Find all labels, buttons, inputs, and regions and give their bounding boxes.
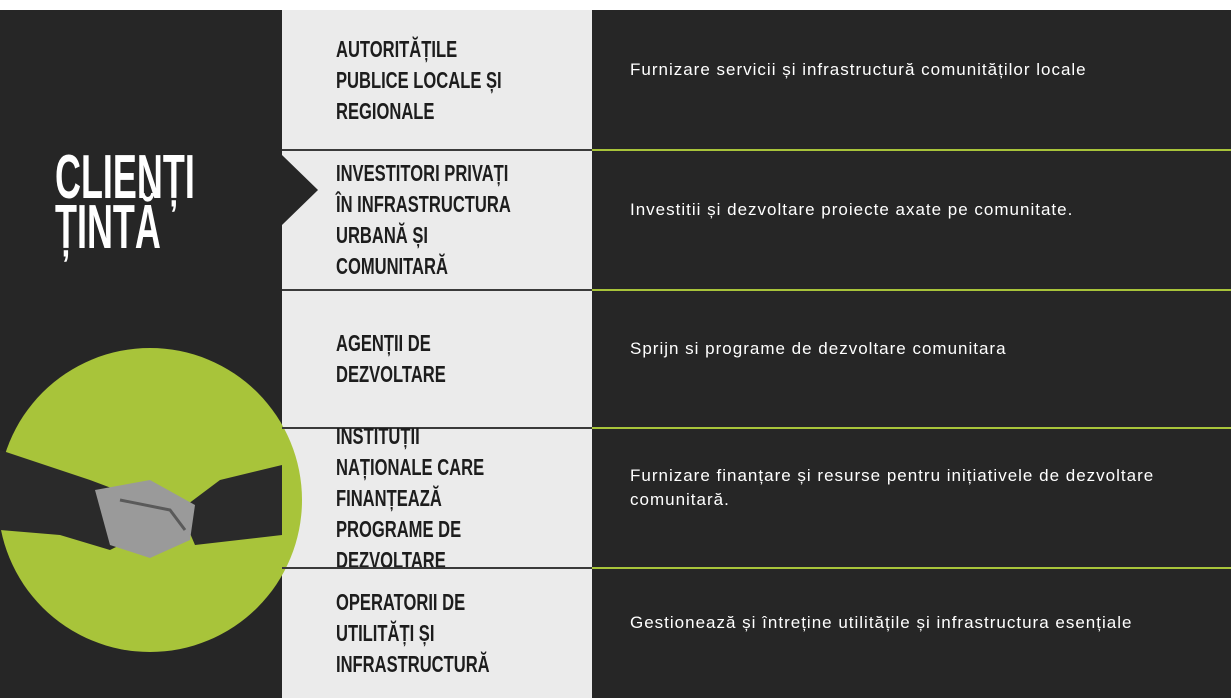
hands <box>95 480 195 558</box>
row-label: AGENȚII DE DEZVOLTARE <box>336 290 586 428</box>
row-description: Investitii și dezvoltare proiecte axate … <box>630 200 1074 219</box>
row-divider <box>592 149 1231 151</box>
row-description: Furnizare servicii și infrastructură com… <box>630 60 1087 79</box>
row-description: Furnizare finanțare și resurse pentru in… <box>630 466 1155 509</box>
row-divider <box>282 289 592 291</box>
title: ȚINTĂ <box>55 193 161 262</box>
row-label: INVESTITORI PRIVAȚI ÎN INFRASTRUCTURA UR… <box>336 150 586 290</box>
decor <box>0 155 318 652</box>
hands-detail <box>119 498 187 531</box>
row-divider <box>282 567 592 569</box>
label-text: OPERATORII DE UTILITĂȚI ȘI INFRASTRUCTUR… <box>336 588 490 677</box>
row-divider <box>282 149 592 151</box>
row-divider <box>592 289 1231 291</box>
slide: CLIENȚI ȚINTĂ AUTORITĂȚILE PUBLICE LOCAL… <box>0 10 1231 698</box>
label-text: INSTITUȚII NAȚIONALE CARE FINANȚEAZĂ PRO… <box>336 422 485 573</box>
arrow <box>282 155 318 225</box>
row-label: OPERATORII DE UTILITĂȚI ȘI INFRASTRUCTUR… <box>336 568 586 698</box>
middle-column <box>282 10 592 698</box>
row-divider <box>282 427 592 429</box>
row-divider <box>592 427 1231 429</box>
title: CLIENȚI <box>55 143 195 212</box>
sleeve-right <box>180 465 282 545</box>
row-description: Sprijn si programe de dezvoltare comunit… <box>630 339 1007 358</box>
row-description: Gestionează și întreține utilitățile și … <box>630 613 1133 632</box>
label-text: AGENȚII DE DEZVOLTARE <box>336 330 446 387</box>
row-divider <box>592 567 1231 569</box>
row-label: AUTORITĂȚILE PUBLICE LOCALE ȘI REGIONALE <box>336 10 586 150</box>
label-text: AUTORITĂȚILE PUBLICE LOCALE ȘI REGIONALE <box>336 35 502 124</box>
label-text: INVESTITORI PRIVAȚI ÎN INFRASTRUCTURA UR… <box>336 160 511 279</box>
row-label: INSTITUȚII NAȚIONALE CARE FINANȚEAZĂ PRO… <box>336 423 586 573</box>
